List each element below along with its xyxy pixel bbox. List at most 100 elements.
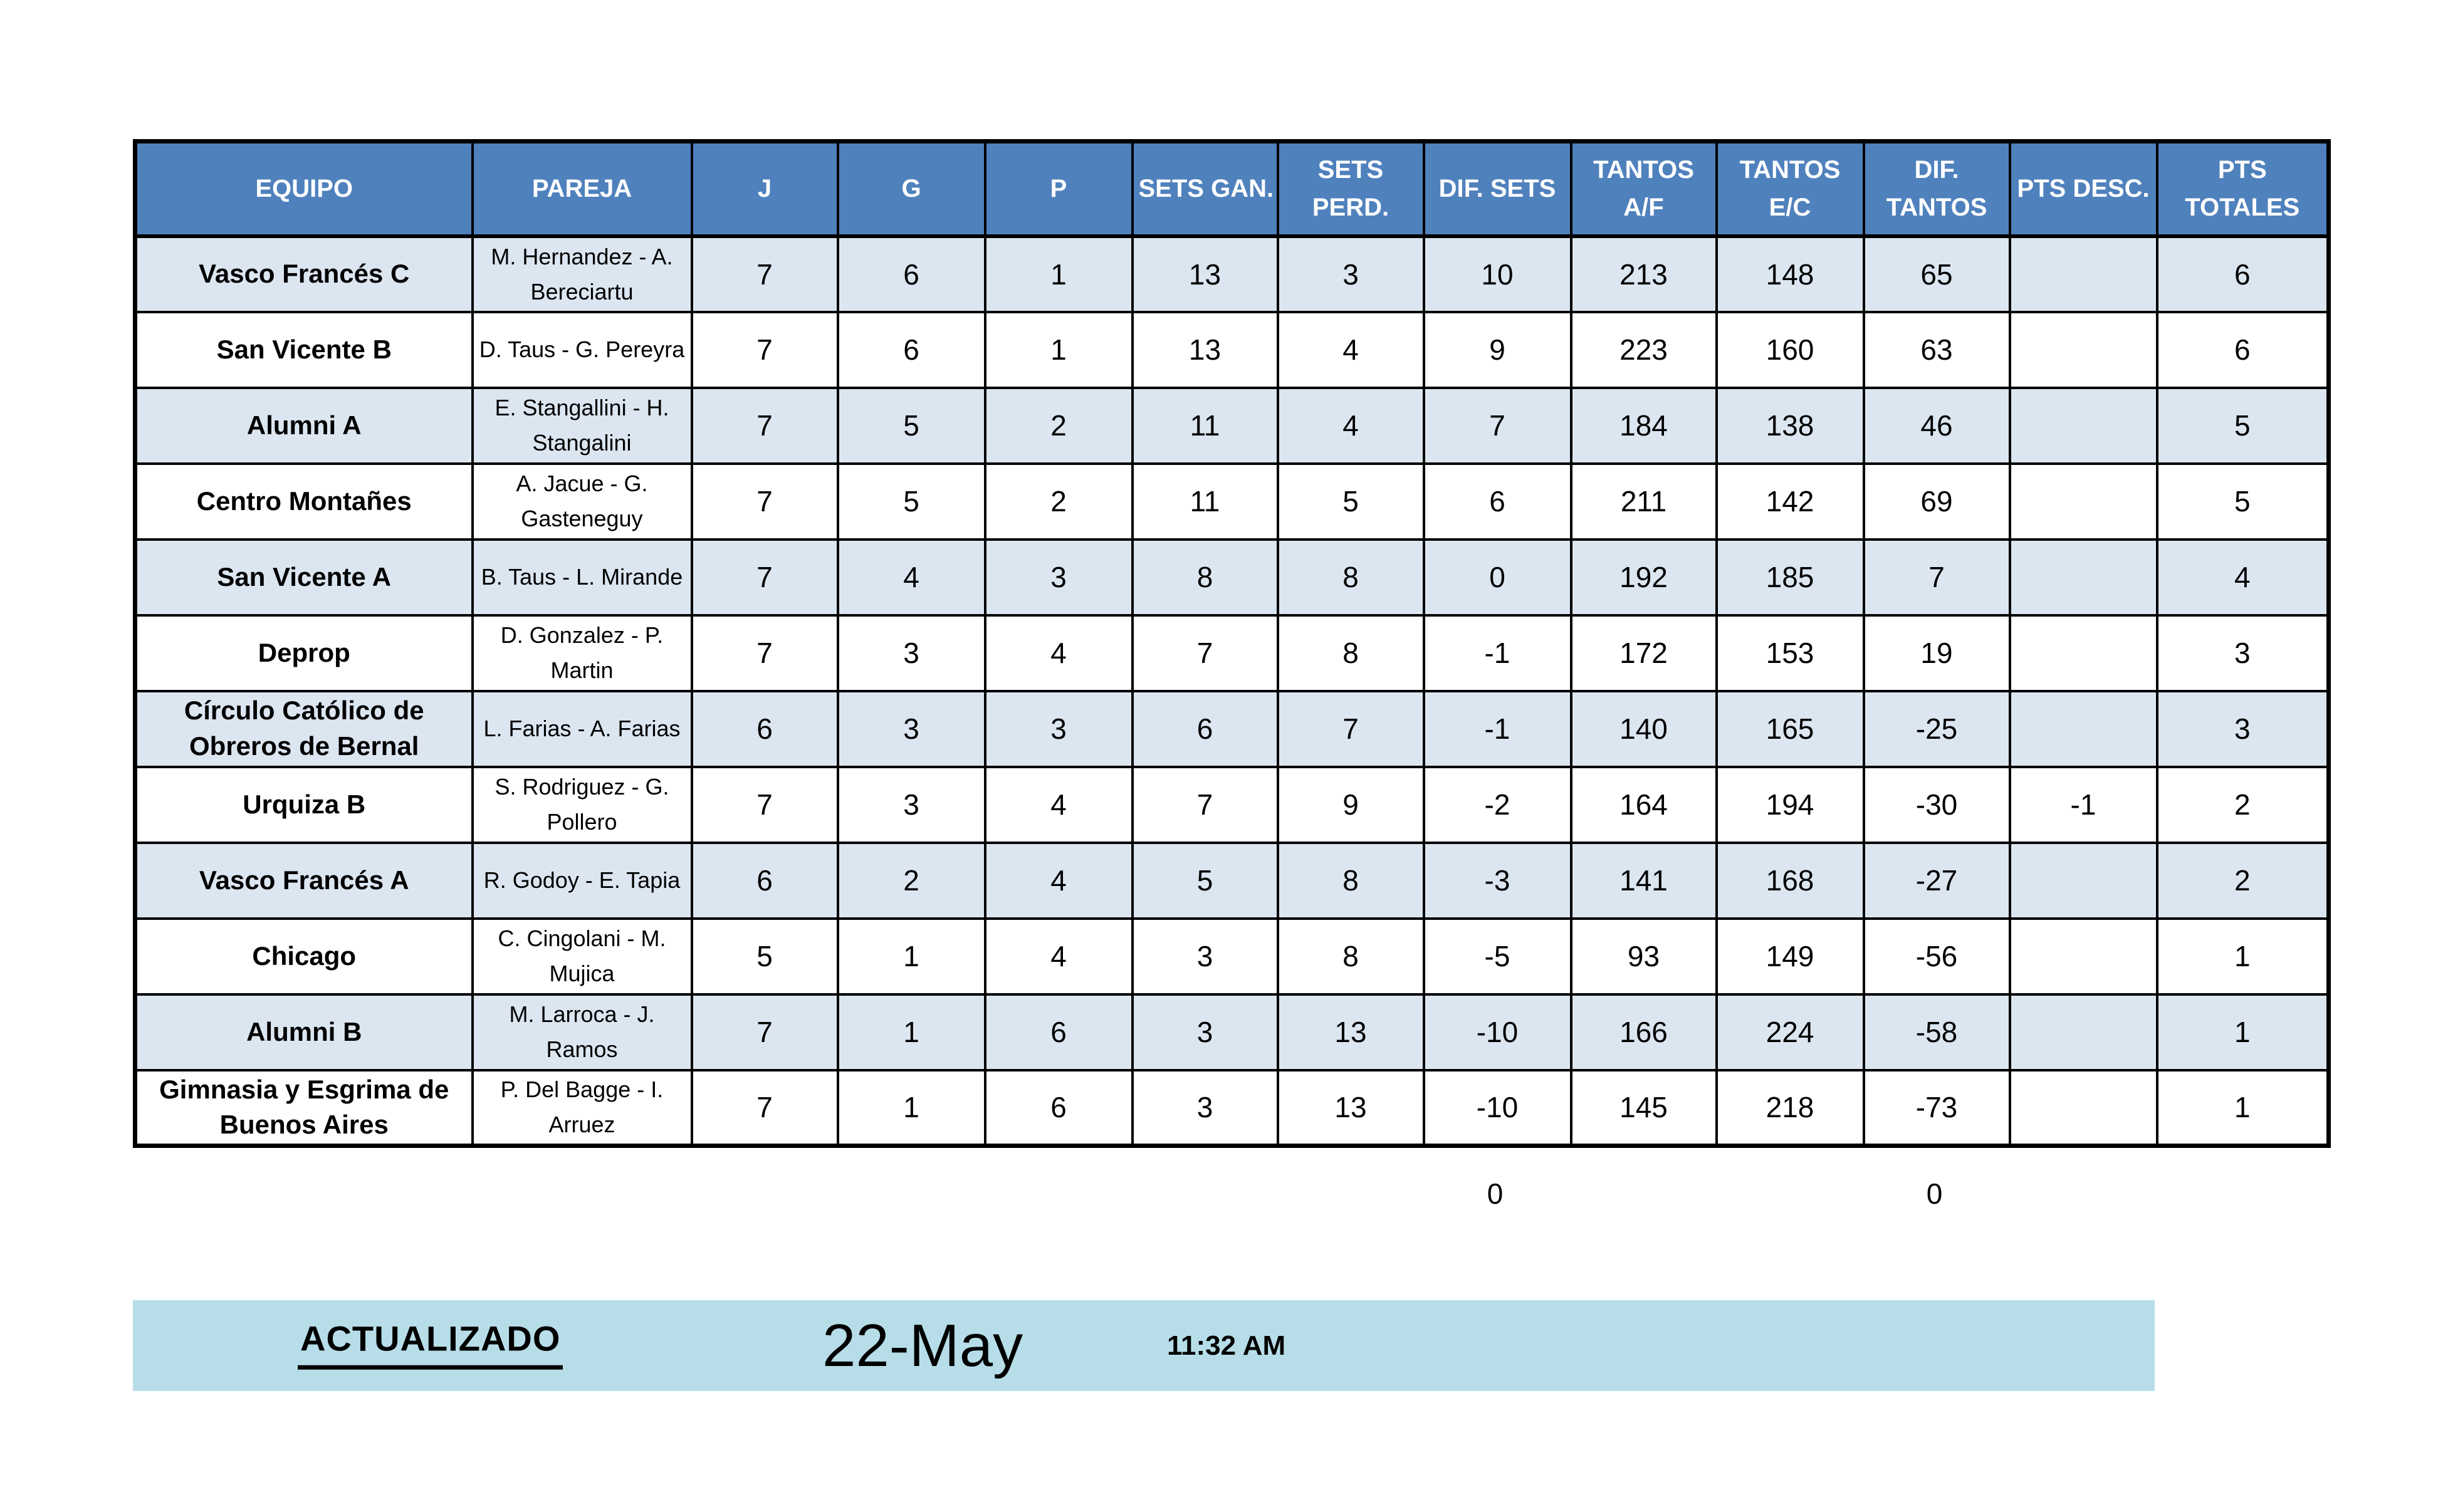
stat-cell: 7 (690, 1068, 839, 1147)
updated-label: ACTUALIZADO (298, 1318, 563, 1370)
stat-cell: 166 (1569, 993, 1718, 1071)
stat-cell: 8 (1276, 538, 1425, 617)
stat-cell: 148 (1715, 234, 1865, 313)
table-row: Chicago C. Cingolani - M. Mujica 5 1 4 3 8 -5 93… (133, 917, 2330, 996)
stat-cell: 13 (1276, 993, 1425, 1071)
table-row: Círculo Católico de Obreros de Bernal L. … (133, 689, 2330, 768)
stat-cell: 6 (690, 841, 839, 920)
stat-cell (2008, 462, 2158, 541)
table-row: Gimnasia y Esgrima de Buenos Aires P. Del… (133, 1068, 2330, 1147)
stat-cell: 7 (690, 993, 839, 1071)
column-header-tantos-ec: TANTOS E/C (1715, 140, 1865, 238)
stat-cell: 5 (836, 462, 986, 541)
stat-cell: 11 (1131, 462, 1279, 541)
stat-cell: 2 (836, 841, 986, 920)
pair-cell: L. Farias - A. Farias (471, 689, 693, 768)
team-cell: Vasco Francés A (133, 841, 474, 920)
stat-cell: 224 (1715, 993, 1865, 1071)
stat-cell: 6 (2155, 234, 2330, 313)
stat-cell: -1 (1422, 689, 1572, 768)
stat-cell: 3 (1131, 993, 1279, 1071)
team-cell: San Vicente B (133, 310, 474, 389)
team-cell: Deprop (133, 613, 474, 692)
stat-cell: 7 (1422, 386, 1572, 465)
table-row: San Vicente A B. Taus - L. Mirande 7 4 3 8 8 0 1… (133, 538, 2330, 617)
updated-time: 11:32 AM (1167, 1330, 1286, 1361)
stat-cell: 153 (1715, 613, 1865, 692)
stat-cell (2008, 841, 2158, 920)
dif-sets-total: 0 (1487, 1177, 1504, 1210)
pair-cell: D. Taus - G. Pereyra (471, 310, 693, 389)
stat-cell: 3 (836, 689, 986, 768)
stat-cell: 3 (1276, 234, 1425, 313)
stat-cell: 1 (836, 993, 986, 1071)
stat-cell: 5 (2155, 462, 2330, 541)
stat-cell: 5 (690, 917, 839, 996)
column-header-pareja: PAREJA (471, 140, 693, 238)
table-row: Urquiza B S. Rodriguez - G. Pollero 7 3 4 7 9-… (133, 765, 2330, 844)
stat-cell: 13 (1276, 1068, 1425, 1147)
stat-cell: 223 (1569, 310, 1718, 389)
stat-cell: 4 (983, 917, 1134, 996)
stat-cell: 7 (1276, 689, 1425, 768)
updated-date: 22-May (822, 1311, 1023, 1379)
stat-cell: 3 (1131, 1068, 1279, 1147)
stat-cell: 13 (1131, 310, 1279, 389)
stat-cell: 2 (983, 386, 1134, 465)
team-cell: Centro Montañes (133, 462, 474, 541)
stat-cell: 7 (1131, 765, 1279, 844)
stat-cell: 6 (836, 310, 986, 389)
stat-cell: -30 (1862, 765, 2011, 844)
stat-cell: 4 (983, 841, 1134, 920)
stat-cell: 3 (983, 689, 1134, 768)
pair-cell: P. Del Bagge - I. Arruez (471, 1068, 693, 1147)
column-header-pts-totales: PTS TOTALES (2155, 140, 2330, 238)
stat-cell: 7 (1862, 538, 2011, 617)
stat-cell: 3 (836, 765, 986, 844)
column-header-tantos-af: TANTOS A/F (1569, 140, 1718, 238)
stat-cell: 5 (2155, 386, 2330, 465)
stat-cell: 7 (690, 234, 839, 313)
stat-cell: -2 (1422, 765, 1572, 844)
stat-cell: 218 (1715, 1068, 1865, 1147)
stat-cell: 7 (690, 613, 839, 692)
table-row: San Vicente B D. Taus - G. Pereyra 7 6 1 13 4 9… (133, 310, 2330, 389)
team-cell: Círculo Católico de Obreros de Bernal (133, 689, 474, 768)
stat-cell: -27 (1862, 841, 2011, 920)
stat-cell (2008, 993, 2158, 1071)
column-header-g: G (836, 140, 986, 238)
stat-cell: 4 (983, 613, 1134, 692)
stat-cell: 164 (1569, 765, 1718, 844)
pair-cell: B. Taus - L. Mirande (471, 538, 693, 617)
stat-cell: 0 (1422, 538, 1572, 617)
stat-cell: 2 (2155, 765, 2330, 844)
stat-cell: 142 (1715, 462, 1865, 541)
stat-cell: 6 (2155, 310, 2330, 389)
team-cell: Alumni B (133, 993, 474, 1071)
stat-cell: 138 (1715, 386, 1865, 465)
stat-cell: 69 (1862, 462, 2011, 541)
stat-cell (2008, 613, 2158, 692)
stat-cell: -58 (1862, 993, 2011, 1071)
stat-cell: 3 (836, 613, 986, 692)
stat-cell: 13 (1131, 234, 1279, 313)
stat-cell: 6 (690, 689, 839, 768)
pair-cell: R. Godoy - E. Tapia (471, 841, 693, 920)
stat-cell: 145 (1569, 1068, 1718, 1147)
stat-cell: -1 (2008, 765, 2158, 844)
stat-cell: 211 (1569, 462, 1718, 541)
stat-cell: 165 (1715, 689, 1865, 768)
pair-cell: D. Gonzalez - P. Martin (471, 613, 693, 692)
stat-cell (2008, 538, 2158, 617)
stat-cell: 213 (1569, 234, 1718, 313)
stat-cell: -10 (1422, 1068, 1572, 1147)
stat-cell: 194 (1715, 765, 1865, 844)
pair-cell: A. Jacue - G. Gasteneguy (471, 462, 693, 541)
stat-cell: 11 (1131, 386, 1279, 465)
stat-cell (2008, 386, 2158, 465)
stat-cell: 4 (2155, 538, 2330, 617)
column-header-dif-tantos: DIF. TANTOS (1862, 140, 2011, 238)
team-cell: Chicago (133, 917, 474, 996)
updated-bar: ACTUALIZADO 22-May 11:32 AM (133, 1300, 2155, 1391)
stat-cell: 185 (1715, 538, 1865, 617)
